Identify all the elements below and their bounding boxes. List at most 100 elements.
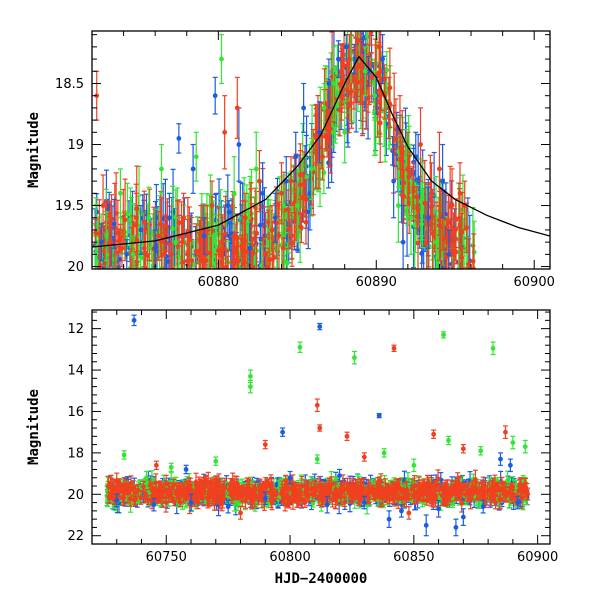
clutter-point (457, 475, 463, 498)
data-point-red-12 (282, 497, 288, 512)
data-point-blue-17 (480, 499, 486, 514)
data-point-red-12 (234, 76, 240, 140)
data-point-green-14 (294, 168, 300, 243)
data-point-blue-15 (436, 499, 442, 518)
data-point-red-21 (339, 70, 345, 121)
clutter-point (345, 477, 351, 492)
data-point-green-24 (433, 211, 439, 269)
data-point-blue-5 (166, 192, 172, 243)
clutter-point (235, 237, 241, 269)
data-point-green-11 (445, 435, 451, 446)
clutter-point (497, 487, 503, 510)
data-point-red-6 (155, 211, 161, 262)
clutter-point (120, 188, 126, 246)
clutter-point (128, 475, 134, 492)
data-point-blue-10 (225, 174, 231, 237)
data-point-red-32 (449, 168, 455, 243)
axis-frame (91, 309, 551, 545)
data-point-red-15 (517, 477, 523, 491)
data-point-green-14 (143, 470, 149, 485)
clutter-point (424, 484, 430, 497)
clutter-point (162, 214, 168, 251)
data-point-blue-22 (337, 468, 343, 483)
clutter-point (357, 477, 363, 499)
data-point-blue-28 (391, 143, 397, 219)
clutter-point (260, 239, 266, 269)
data-point-red-18 (297, 150, 303, 201)
clutter-point (176, 199, 182, 247)
data-point-green-3 (146, 186, 152, 249)
clutter-point (384, 486, 390, 499)
clutter-point (219, 233, 225, 269)
data-point-blue-7 (225, 499, 231, 514)
data-point-blue-9 (212, 76, 218, 115)
data-point-blue-32 (440, 143, 446, 219)
data-point-red-24 (369, 52, 375, 103)
data-point-blue-7 (190, 143, 196, 194)
data-point-green-8 (213, 456, 219, 466)
clutter-point (338, 483, 344, 493)
data-point-blue-21 (183, 464, 189, 475)
model-curve (92, 55, 550, 248)
clutter-point (327, 477, 333, 500)
clutter-point (233, 223, 239, 269)
data-point-blue-20 (515, 495, 521, 510)
x-tick-label: 60750 (146, 550, 187, 565)
axis-frame (91, 30, 551, 270)
clutter-point (257, 478, 263, 497)
data-point-red-9 (153, 460, 159, 471)
data-point-green-13 (510, 435, 516, 450)
clutter-point (234, 475, 240, 491)
clutter-point (122, 178, 128, 262)
clutter-point (134, 261, 140, 269)
data-point-green-11 (253, 131, 259, 207)
data-point-red-14 (493, 495, 499, 510)
data-point-green-0 (103, 211, 109, 262)
clutter-point (422, 159, 428, 247)
data-point-blue-4 (152, 229, 158, 268)
data-point-red-3 (344, 431, 350, 442)
clutter-point (182, 486, 188, 501)
clutter-point (368, 31, 374, 46)
clutter-point (133, 484, 139, 501)
data-point-red-10 (209, 180, 215, 231)
series-blue (98, 31, 452, 269)
clutter-point (313, 480, 319, 496)
data-point-red-1 (317, 424, 323, 432)
clutter-point (412, 485, 418, 505)
x-tick-label: 60880 (198, 275, 239, 290)
data-point-green-15 (411, 458, 417, 473)
data-point-red-11 (238, 506, 244, 520)
clutter-point (487, 489, 493, 501)
data-point-red-13 (406, 506, 412, 520)
data-point-red-0 (314, 398, 320, 413)
clutter-point (414, 204, 420, 229)
clutter-point (522, 477, 528, 493)
clutter-point (251, 224, 257, 254)
data-point-blue-19 (507, 458, 513, 473)
data-point-green-12 (478, 446, 484, 456)
data-point-green-21 (372, 70, 378, 121)
data-point-red-28 (405, 131, 411, 207)
data-point-red-4 (431, 429, 437, 439)
data-point-red-25 (376, 31, 382, 72)
clutter-point (121, 489, 127, 506)
y-tick-label: 18.5 (55, 77, 84, 92)
clutter-point (294, 488, 300, 508)
x-axis-title: HJD−2400000 (275, 571, 368, 587)
data-point-blue-2 (280, 427, 286, 437)
clutter-point (460, 483, 466, 496)
data-point-red-2 (108, 217, 114, 268)
clutter-point (392, 487, 398, 507)
plot-area (104, 314, 531, 537)
data-point-blue-31 (425, 186, 431, 249)
clutter-point (464, 266, 470, 269)
data-point-green-16 (522, 439, 528, 454)
clutter-point (96, 199, 102, 269)
data-point-green-5 (490, 341, 496, 356)
clutter-point (344, 60, 350, 119)
clutter-point (184, 236, 190, 269)
clutter-point (268, 489, 274, 509)
clutter-point (117, 275, 122, 302)
data-point-blue-8 (262, 491, 268, 506)
